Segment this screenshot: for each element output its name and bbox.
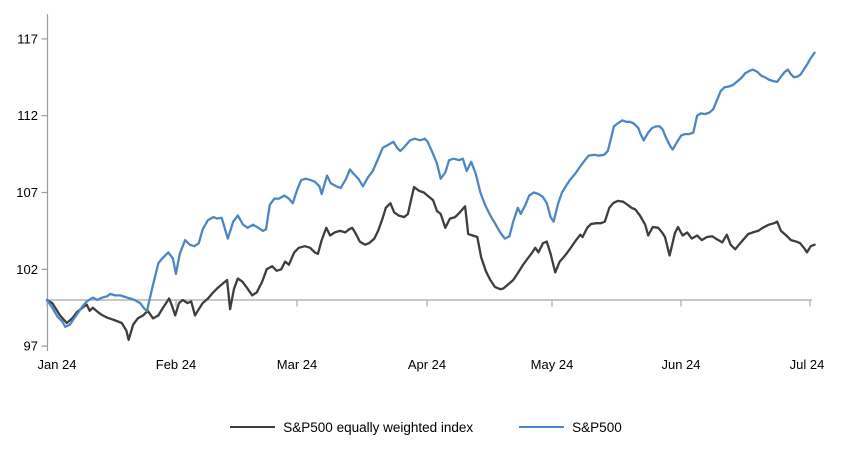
series-line-1 [45,51,816,329]
y-tick-label: 102 [16,262,38,277]
x-tick-label: Mar 24 [277,357,317,372]
equal-weight-line-swatch [230,426,276,428]
x-tick-label: Jul 24 [790,357,825,372]
legend: S&P500 equally weighted index S&P500 [0,415,852,439]
legend-label-sp500: S&P500 [572,419,622,435]
y-axis-ticks [41,38,48,347]
x-tick-label: Jun 24 [661,357,700,372]
y-axis-labels: 117 112 107 102 97 [16,31,38,353]
sp500-line-swatch [519,426,565,428]
series-group [45,51,816,342]
y-tick-label: 97 [24,339,38,354]
legend-item-sp500: S&P500 [519,420,622,435]
y-tick-label: 107 [16,185,38,200]
legend-label-equal-weight: S&P500 equally weighted index [283,419,474,435]
legend-item-equal-weight: S&P500 equally weighted index [230,420,473,435]
plot-area: 117 112 107 102 97 Jan 24 Feb 24 Mar 24 … [16,14,824,372]
x-tick-label: Apr 24 [408,357,446,372]
x-tick-label: May 24 [531,357,574,372]
x-tick-label: Feb 24 [156,357,196,372]
x-axis-labels: Jan 24 Feb 24 Mar 24 Apr 24 May 24 Jun 2… [37,357,824,372]
x-axis-ticks [46,300,811,307]
series-line-0 [45,185,816,342]
y-tick-label: 117 [17,31,38,46]
y-tick-label: 112 [17,108,38,123]
x-tick-label: Jan 24 [37,357,76,372]
